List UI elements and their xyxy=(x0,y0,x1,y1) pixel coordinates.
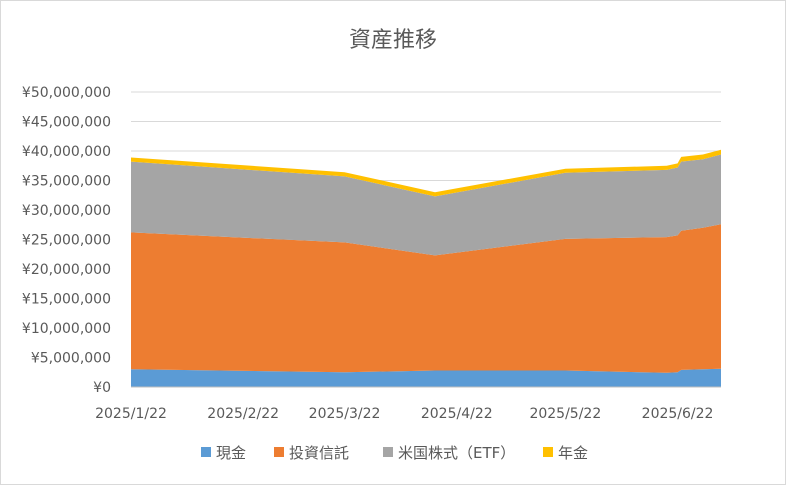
y-tick-label: ¥45,000,000 xyxy=(22,115,111,131)
y-tick-label: ¥30,000,000 xyxy=(22,203,111,219)
legend-swatch xyxy=(543,447,553,457)
y-tick-label: ¥35,000,000 xyxy=(22,174,111,190)
x-tick-label: 2025/1/22 xyxy=(95,406,167,422)
y-tick-label: ¥10,000,000 xyxy=(22,321,111,337)
legend-label: 米国株式（ETF） xyxy=(398,444,515,462)
legend-label: 現金 xyxy=(216,444,246,462)
area-series-1 xyxy=(131,224,721,373)
y-tick-label: ¥50,000,000 xyxy=(22,85,111,101)
x-tick-label: 2025/2/22 xyxy=(207,406,279,422)
x-tick-label: 2025/4/22 xyxy=(421,406,493,422)
series-areas xyxy=(131,149,721,387)
legend-swatch xyxy=(383,447,393,457)
y-tick-label: ¥40,000,000 xyxy=(22,144,111,160)
x-axis-ticks: 2025/1/22 2025/2/22 2025/3/22 2025/4/22 2025… xyxy=(95,406,713,422)
legend-swatch xyxy=(274,447,284,457)
x-tick-label: 2025/3/22 xyxy=(309,406,381,422)
area-series-2 xyxy=(131,154,721,256)
x-tick-label: 2025/6/22 xyxy=(642,406,714,422)
y-tick-label: ¥25,000,000 xyxy=(22,233,111,249)
legend: 現金 投資信託 米国株式（ETF） 年金 xyxy=(201,444,588,462)
y-tick-label: ¥20,000,000 xyxy=(22,262,111,278)
legend-label: 投資信託 xyxy=(289,444,349,462)
chart-title: 資産推移 xyxy=(349,28,437,53)
y-tick-label: ¥0 xyxy=(93,380,111,396)
legend-label: 年金 xyxy=(558,444,588,462)
area-series-0 xyxy=(131,368,721,387)
y-tick-label: ¥15,000,000 xyxy=(22,292,111,308)
legend-swatch xyxy=(201,447,211,457)
y-axis-ticks: ¥0 ¥5,000,000 ¥10,000,000 ¥15,000,000 ¥20,00… xyxy=(22,85,111,396)
y-tick-label: ¥5,000,000 xyxy=(31,351,111,367)
x-tick-label: 2025/5/22 xyxy=(529,406,601,422)
